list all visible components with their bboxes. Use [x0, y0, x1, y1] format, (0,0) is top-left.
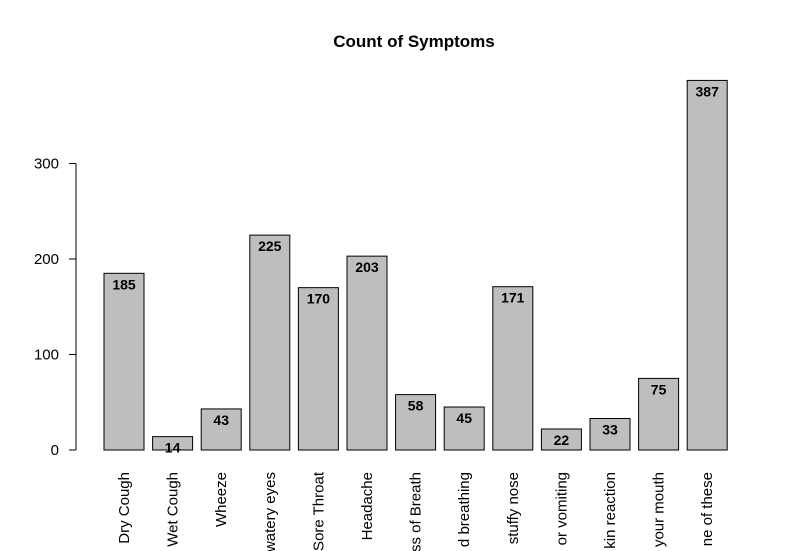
y-tick-label: 300 — [34, 156, 59, 173]
y-tick-label: 200 — [34, 251, 59, 268]
category-label: Wet Cough — [165, 472, 182, 547]
bar — [686, 79, 728, 451]
bar — [103, 272, 145, 451]
chart-title: Count of Symptoms — [333, 32, 495, 51]
category-label: ss of Breath — [408, 472, 425, 551]
bar — [297, 287, 339, 451]
bar-value-label: 170 — [307, 291, 331, 307]
y-axis: 0 100 200 300 — [34, 156, 77, 459]
category-label: your mouth — [651, 472, 668, 547]
bar — [443, 406, 485, 451]
y-tick-label: 0 — [51, 442, 59, 459]
category-label: d breathing — [456, 472, 473, 547]
bar-value-label: 171 — [501, 290, 525, 306]
category-label: stuffy nose — [505, 472, 522, 544]
category-label: Wheeze — [213, 472, 230, 527]
bar-value-label: 45 — [456, 410, 472, 426]
bar-value-label: 387 — [696, 83, 720, 99]
bar — [589, 417, 631, 451]
bar-value-label: 75 — [651, 381, 667, 397]
bar-value-label: 22 — [554, 432, 570, 448]
bar — [249, 234, 291, 451]
bar-value-label: 43 — [213, 412, 229, 428]
category-label: or vomiting — [553, 472, 570, 545]
category-label: Dry Cough — [116, 472, 133, 544]
bar — [540, 428, 582, 451]
category-label: Headache — [359, 472, 376, 540]
bar — [152, 436, 194, 451]
bar — [346, 255, 388, 451]
bar-value-label: 14 — [165, 440, 181, 456]
category-labels-group: Dry Cough Wet Cough Wheeze watery eyes Sore … — [116, 471, 716, 551]
bar-value-label: 203 — [355, 259, 379, 275]
category-label: ne of these — [699, 472, 716, 546]
bar — [200, 408, 242, 451]
category-label: watery eyes — [262, 472, 279, 551]
bar-value-label: 58 — [408, 398, 424, 414]
bar-value-label: 185 — [112, 276, 136, 292]
bar — [638, 377, 680, 451]
bar-value-label: 33 — [602, 421, 618, 437]
y-tick-label: 100 — [34, 347, 59, 364]
bars-group: 185 14 43 225 170 203 58 45 171 22 33 75 387 — [103, 79, 728, 456]
bar-value-label: 225 — [258, 238, 282, 254]
bar — [395, 394, 437, 451]
category-label: kin reaction — [602, 472, 619, 549]
bar — [492, 286, 534, 451]
category-label: Sore Throat — [310, 471, 327, 551]
